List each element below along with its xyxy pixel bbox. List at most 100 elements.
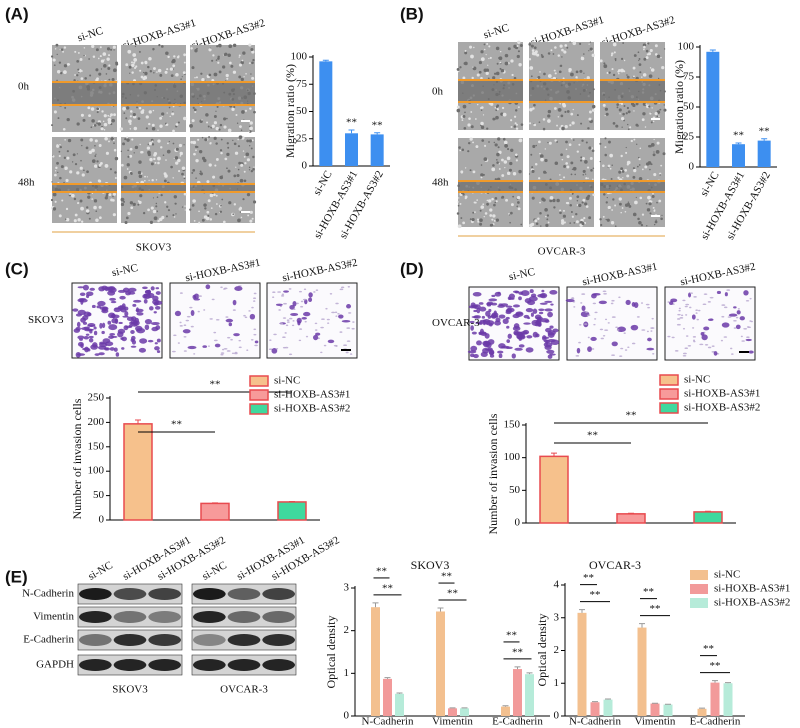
- cell: [204, 138, 208, 142]
- stained-cell: [591, 348, 595, 350]
- cell: [203, 158, 207, 163]
- cell: [646, 225, 648, 227]
- cell: [486, 42, 489, 45]
- cell: [496, 108, 499, 111]
- column-label: si-HOXB-AS3#2: [281, 257, 358, 285]
- cell: [494, 106, 497, 109]
- stained-cell: [669, 301, 674, 306]
- cell: [591, 109, 595, 112]
- stained-cell: [530, 293, 537, 298]
- cell: [127, 211, 131, 216]
- cell: [253, 110, 256, 114]
- row-label: OVCAR-3: [432, 317, 480, 329]
- cell: [232, 43, 237, 48]
- cell: [88, 114, 91, 118]
- cell: [249, 126, 253, 131]
- stained-cell: [320, 326, 324, 329]
- cell: [138, 174, 143, 179]
- legend-swatch: [249, 403, 269, 415]
- stained-cell: [275, 347, 279, 350]
- cell: [155, 202, 158, 205]
- stained-cell: [308, 292, 313, 298]
- cell: [638, 164, 641, 166]
- cell: [629, 126, 632, 129]
- stained-cell: [345, 351, 349, 354]
- stained-cell: [703, 326, 710, 331]
- cell: [632, 75, 635, 78]
- cell: [98, 72, 102, 76]
- cell: [501, 158, 504, 162]
- stained-cell: [581, 293, 586, 295]
- cell: [65, 218, 67, 220]
- stained-cell: [707, 301, 711, 303]
- stained-cell: [142, 286, 148, 290]
- stained-cell: [153, 311, 157, 314]
- stained-cell: [220, 353, 224, 356]
- cell: [137, 117, 141, 121]
- cell: [208, 163, 212, 167]
- cell: [564, 125, 568, 129]
- cell: [194, 76, 196, 79]
- cell: [205, 113, 209, 117]
- stained-cell: [99, 322, 103, 329]
- significance: **: [650, 603, 661, 615]
- stained-cell: [471, 331, 477, 335]
- cell: [231, 107, 235, 112]
- cell: [495, 115, 499, 120]
- cell: [559, 174, 561, 176]
- cell: [571, 215, 574, 218]
- cell: [487, 64, 489, 66]
- cell: [625, 112, 628, 115]
- stained-cell: [329, 293, 333, 295]
- stained-cell: [578, 324, 582, 326]
- stained-cell: [131, 339, 137, 345]
- cell: [203, 203, 207, 207]
- stained-cell: [735, 316, 739, 319]
- cell: [638, 220, 642, 225]
- legend-swatch: [690, 570, 708, 580]
- legend-label: si-HOXB-AS3#2: [684, 402, 760, 414]
- cell: [107, 114, 110, 117]
- cell: [583, 72, 585, 74]
- significance: **: [382, 582, 393, 594]
- protein-label: Vimentin: [33, 611, 74, 623]
- error-bar: [761, 138, 768, 141]
- cell: [653, 173, 657, 177]
- stained-cell: [304, 320, 307, 323]
- stained-cell: [337, 312, 340, 315]
- stained-cell: [470, 325, 474, 331]
- cell: [531, 196, 535, 200]
- cell: [623, 104, 626, 107]
- cell: [193, 108, 197, 112]
- cell: [67, 138, 72, 143]
- cell: [239, 206, 242, 209]
- error-bar: [699, 707, 705, 709]
- stained-cell: [193, 353, 196, 355]
- cell: [146, 176, 148, 178]
- stained-cell: [743, 327, 748, 330]
- cell: [112, 213, 116, 217]
- cell: [190, 140, 194, 144]
- stained-cell: [667, 335, 671, 338]
- cell: [471, 76, 474, 80]
- stained-cell: [149, 306, 154, 311]
- stained-cell: [288, 353, 293, 356]
- cell: [515, 127, 519, 130]
- cell: [491, 167, 496, 172]
- cell: [80, 220, 84, 223]
- cell: [152, 209, 157, 214]
- stained-cell: [682, 299, 686, 302]
- cell: [168, 106, 171, 109]
- cell: [108, 140, 110, 143]
- stained-cell: [695, 309, 699, 312]
- cell: [104, 136, 108, 141]
- cell: [606, 218, 610, 222]
- cell: [162, 154, 165, 157]
- cell: [619, 113, 621, 115]
- cell: [538, 121, 541, 123]
- cell: [96, 160, 99, 163]
- cell: [654, 220, 658, 224]
- x-tick-label: Vimentin: [635, 716, 676, 728]
- stained-cell: [617, 326, 626, 332]
- cell: [459, 202, 462, 205]
